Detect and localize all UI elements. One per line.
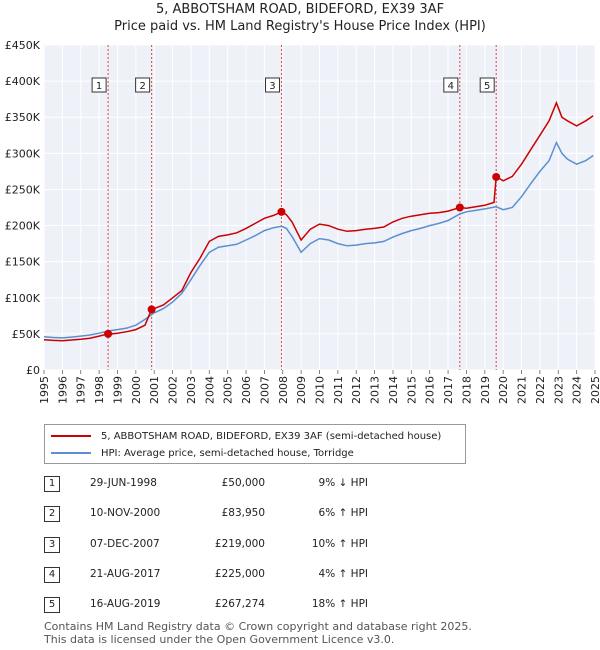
sale-label: 2 xyxy=(139,81,145,92)
x-tick-label: 1996 xyxy=(56,376,69,404)
x-tick-label: 2022 xyxy=(534,376,547,404)
x-tick-label: 2024 xyxy=(571,376,584,404)
y-tick-label: £150K xyxy=(5,256,41,269)
transaction-hpi: 18% ↑ HPI xyxy=(311,598,368,610)
y-tick-label: £450K xyxy=(5,39,41,52)
sale-label-box xyxy=(479,77,495,93)
transaction-date: 07-DEC-2007 xyxy=(90,538,160,550)
x-tick-label: 2006 xyxy=(240,376,253,404)
sale-point xyxy=(492,172,501,181)
x-tick-label: 2023 xyxy=(552,376,565,404)
x-tick-label: 1998 xyxy=(93,376,106,404)
transaction-date: 21-AUG-2017 xyxy=(90,568,161,580)
sale-label: 5 xyxy=(484,81,490,92)
legend-label-property: 5, ABBOTSHAM ROAD, BIDEFORD, EX39 3AF (s… xyxy=(101,430,442,442)
sale-label-box xyxy=(443,77,459,93)
transaction-date: 10-NOV-2000 xyxy=(90,507,161,519)
transaction-hpi: 4% ↑ HPI xyxy=(318,568,368,580)
chart-legend: 5, ABBOTSHAM ROAD, BIDEFORD, EX39 3AF (s… xyxy=(44,424,466,464)
x-tick-label: 2009 xyxy=(295,376,308,404)
legend-swatch-property xyxy=(51,435,91,437)
x-tick-label: 2000 xyxy=(130,376,143,404)
transaction-date: 16-AUG-2019 xyxy=(90,598,161,610)
sale-label: 3 xyxy=(269,81,275,92)
y-tick-label: £350K xyxy=(5,111,41,124)
y-tick-label: £400K xyxy=(5,75,41,88)
sale-label-box xyxy=(264,77,280,93)
transaction-price: £219,000 xyxy=(214,538,265,550)
y-tick-label: £200K xyxy=(5,220,41,233)
sale-label: 4 xyxy=(448,81,454,92)
x-tick-label: 2007 xyxy=(258,376,271,404)
transaction-price: £267,274 xyxy=(214,598,265,610)
x-tick-label: 2025 xyxy=(589,376,600,404)
chart-title: 5, ABBOTSHAM ROAD, BIDEFORD, EX39 3AF xyxy=(155,2,445,17)
sale-point xyxy=(147,305,156,314)
sale-point xyxy=(277,207,286,216)
y-tick-label: £0 xyxy=(26,364,40,377)
x-tick-label: 2002 xyxy=(167,376,180,404)
y-tick-label: £250K xyxy=(5,183,41,196)
transaction-price: £225,000 xyxy=(214,568,265,580)
x-tick-label: 2011 xyxy=(332,376,345,404)
sale-label: 1 xyxy=(96,81,102,92)
transaction-hpi: 9% ↓ HPI xyxy=(318,477,368,489)
sale-point xyxy=(455,203,464,212)
x-tick-label: 2008 xyxy=(277,376,290,404)
legend-swatch-hpi xyxy=(51,452,91,454)
y-tick-label: £300K xyxy=(5,147,41,160)
transaction-number: 4 xyxy=(44,567,60,583)
transaction-date: 29-JUN-1998 xyxy=(90,477,157,489)
transaction-number: 3 xyxy=(44,537,60,553)
x-tick-label: 1997 xyxy=(75,376,88,404)
x-tick-label: 2003 xyxy=(185,376,198,404)
transaction-number: 5 xyxy=(44,597,60,613)
transaction-number: 1 xyxy=(44,476,60,492)
transaction-number: 2 xyxy=(44,506,60,522)
x-tick-label: 2014 xyxy=(387,376,400,404)
x-tick-label: 2021 xyxy=(516,376,529,404)
sale-label-box xyxy=(91,77,107,93)
x-tick-label: 2015 xyxy=(405,376,418,404)
y-tick-label: £50K xyxy=(12,328,41,341)
x-tick-label: 2010 xyxy=(314,376,327,404)
y-tick-label: £100K xyxy=(5,292,41,305)
x-tick-label: 2017 xyxy=(442,376,455,404)
sale-point xyxy=(104,329,113,338)
legend-item-property: 5, ABBOTSHAM ROAD, BIDEFORD, EX39 3AF (s… xyxy=(51,428,441,444)
x-tick-label: 1995 xyxy=(38,376,51,404)
x-tick-label: 2016 xyxy=(424,376,437,404)
legend-label-hpi: HPI: Average price, semi-detached house,… xyxy=(101,447,354,459)
x-tick-label: 2019 xyxy=(479,376,492,404)
transaction-price: £50,000 xyxy=(221,477,265,489)
transaction-hpi: 10% ↑ HPI xyxy=(311,538,368,550)
x-tick-label: 2020 xyxy=(497,376,510,404)
transaction-price: £83,950 xyxy=(221,507,265,519)
legend-item-hpi: HPI: Average price, semi-detached house,… xyxy=(51,445,354,461)
sale-label-box xyxy=(135,77,151,93)
chart-subtitle: Price paid vs. HM Land Registry's House … xyxy=(114,19,486,34)
footer-license: This data is licensed under the Open Gov… xyxy=(44,633,395,646)
footer-copyright: Contains HM Land Registry data © Crown c… xyxy=(44,620,472,633)
x-tick-label: 2012 xyxy=(350,376,363,404)
price-chart: £0 £50K £100K £150K £200K £250K £300K £350K £400… xyxy=(5,39,600,404)
transaction-hpi: 6% ↑ HPI xyxy=(318,507,368,519)
x-tick-label: 2005 xyxy=(222,376,235,404)
property-series-line xyxy=(43,100,594,342)
x-tick-label: 2018 xyxy=(460,376,473,404)
x-tick-label: 1999 xyxy=(111,376,124,404)
x-tick-label: 2004 xyxy=(203,376,216,404)
x-tick-label: 2001 xyxy=(148,376,161,404)
x-tick-label: 2013 xyxy=(369,376,382,404)
hpi-series-line xyxy=(43,140,594,339)
